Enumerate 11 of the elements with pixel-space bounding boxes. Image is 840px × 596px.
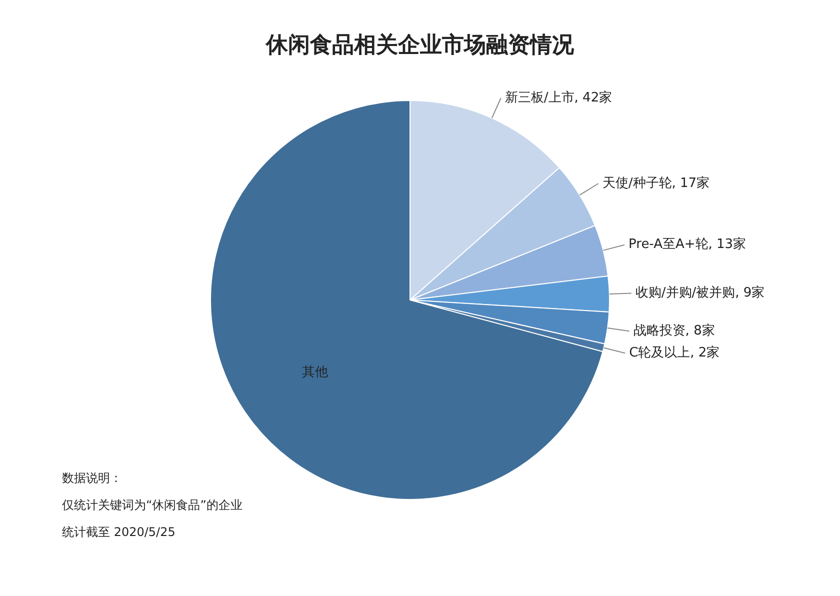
text: 数据说明： bbox=[62, 470, 123, 487]
text: 仅统计关键词为“休闲食品”的企业 bbox=[62, 497, 242, 514]
slice-label: 新三板/上市, 42家 bbox=[504, 89, 612, 106]
chart-title: 休闲食品相关企业市场融资情况 bbox=[264, 32, 575, 60]
slice-label: Pre-A至A+轮, 13家 bbox=[628, 236, 746, 252]
text: 统计截至 2020/5/25 bbox=[62, 524, 176, 541]
slice-label: 天使/种子轮, 17家 bbox=[602, 174, 710, 191]
slice-label: 战略投资, 8家 bbox=[633, 322, 715, 338]
slice-label: C轮及以上, 2家 bbox=[629, 344, 720, 360]
slice-label: 收购/并购/被并购, 9家 bbox=[635, 284, 765, 301]
slice-label: 其他 bbox=[302, 365, 328, 380]
